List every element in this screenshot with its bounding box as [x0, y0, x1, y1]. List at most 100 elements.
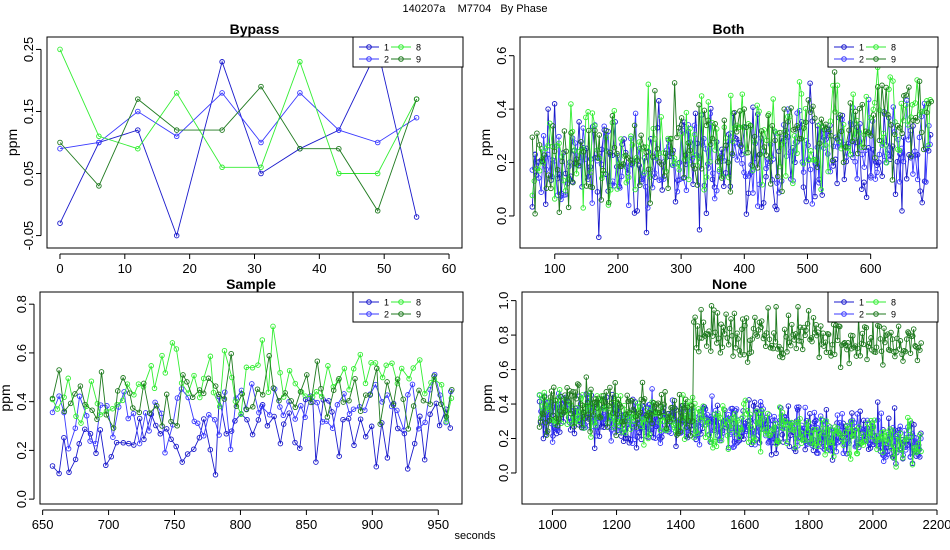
data-point-8: [845, 425, 851, 432]
data-point-9: [685, 140, 692, 146]
data-point-2: [714, 187, 720, 194]
data-point-9: [706, 328, 712, 334]
data-point-2: [249, 381, 255, 387]
data-point-9: [725, 159, 731, 166]
legend-swatch-marker: [873, 299, 879, 305]
data-point-8: [804, 428, 811, 435]
data-point-8: [791, 426, 797, 433]
data-point-1: [404, 466, 411, 472]
data-point-9: [159, 423, 165, 429]
plot-frame: [39, 291, 463, 505]
data-point-8: [731, 410, 738, 417]
data-point-1: [596, 433, 603, 440]
data-point-9: [878, 348, 885, 355]
data-point-8: [657, 427, 664, 434]
data-point-9: [747, 122, 754, 129]
data-point-2: [297, 90, 303, 96]
data-point-8: [705, 419, 712, 426]
data-point-2: [651, 170, 658, 176]
data-point-1: [823, 406, 830, 413]
data-point-9: [680, 418, 686, 424]
data-point-2: [130, 410, 137, 417]
data-point-9: [812, 115, 818, 121]
data-point-8: [383, 362, 389, 369]
data-point-1: [228, 428, 235, 434]
data-point-2: [259, 403, 265, 410]
data-point-8: [674, 161, 681, 167]
data-point-9: [587, 428, 593, 435]
data-point-8: [73, 413, 79, 420]
data-point-8: [162, 370, 169, 376]
data-point-8: [840, 121, 847, 128]
data-point-1: [258, 170, 264, 177]
data-point-2: [200, 433, 207, 439]
data-point-2: [887, 153, 894, 159]
data-point-9: [662, 389, 668, 395]
data-point-8: [341, 365, 348, 372]
data-point-8: [277, 369, 283, 376]
y-axis-label: ppm: [0, 384, 13, 411]
data-point-9: [98, 369, 105, 375]
data-point-9: [141, 380, 147, 387]
data-point-9: [367, 392, 373, 398]
data-point-1: [351, 442, 357, 449]
data-point-1: [779, 431, 786, 438]
data-point-9: [571, 160, 578, 167]
data-point-8: [844, 422, 850, 429]
data-point-9: [126, 390, 133, 396]
data-point-8: [799, 430, 806, 436]
data-point-9: [648, 411, 654, 418]
data-point-9: [821, 126, 828, 133]
data-point-9: [714, 340, 720, 346]
data-point-8: [791, 133, 798, 139]
data-point-8: [135, 145, 141, 152]
data-point-8: [406, 375, 412, 382]
chart-panel-sample: Sample 650 700 750 800 850 900 950 0.0 0.2 0.4 0.6 0…: [0, 276, 464, 532]
data-point-9: [908, 153, 914, 159]
data-point-9: [860, 341, 867, 348]
data-point-8: [760, 416, 766, 422]
data-point-9: [410, 403, 417, 409]
data-point-8: [372, 360, 379, 366]
data-point-8: [636, 139, 643, 145]
x-tick-label: 2200: [923, 517, 950, 532]
data-point-8: [625, 174, 632, 181]
data-point-9: [212, 383, 219, 389]
data-point-8: [119, 397, 126, 404]
data-point-2: [152, 399, 158, 406]
data-point-9: [270, 385, 277, 391]
data-point-8: [916, 111, 923, 118]
data-point-9: [738, 143, 744, 149]
data-point-9: [49, 395, 56, 402]
data-point-8: [124, 381, 131, 387]
y-tick-label: 0.8: [496, 326, 511, 344]
data-point-1: [82, 426, 88, 432]
data-point-8: [798, 91, 805, 97]
data-point-1: [131, 442, 137, 448]
data-point-2: [72, 425, 79, 431]
data-point-2: [194, 420, 201, 427]
data-point-9: [793, 345, 800, 352]
data-point-9: [676, 391, 683, 398]
data-point-9: [228, 350, 234, 357]
data-point-9: [890, 348, 897, 355]
data-point-9: [910, 326, 917, 332]
data-point-9: [803, 327, 809, 334]
legend-label: 1: [384, 298, 389, 308]
data-point-8: [173, 90, 180, 96]
data-point-9: [899, 130, 905, 137]
legend: 1 82 9: [352, 36, 464, 68]
data-point-2: [744, 426, 751, 433]
data-point-2: [811, 409, 818, 416]
data-point-9: [673, 407, 679, 413]
data-point-2: [862, 431, 869, 438]
data-point-9: [796, 338, 802, 344]
data-point-9: [773, 304, 779, 310]
data-point-8: [302, 393, 309, 399]
data-point-8: [733, 430, 739, 437]
series-line-2: [59, 92, 417, 150]
chart-panel-none: None 1000 1200 1400 1600 1800 2000 2200 0.0 0.2 0.…: [479, 276, 950, 532]
x-tick-label: 650: [32, 517, 54, 532]
data-point-9: [846, 360, 852, 367]
data-point-9: [110, 425, 117, 431]
